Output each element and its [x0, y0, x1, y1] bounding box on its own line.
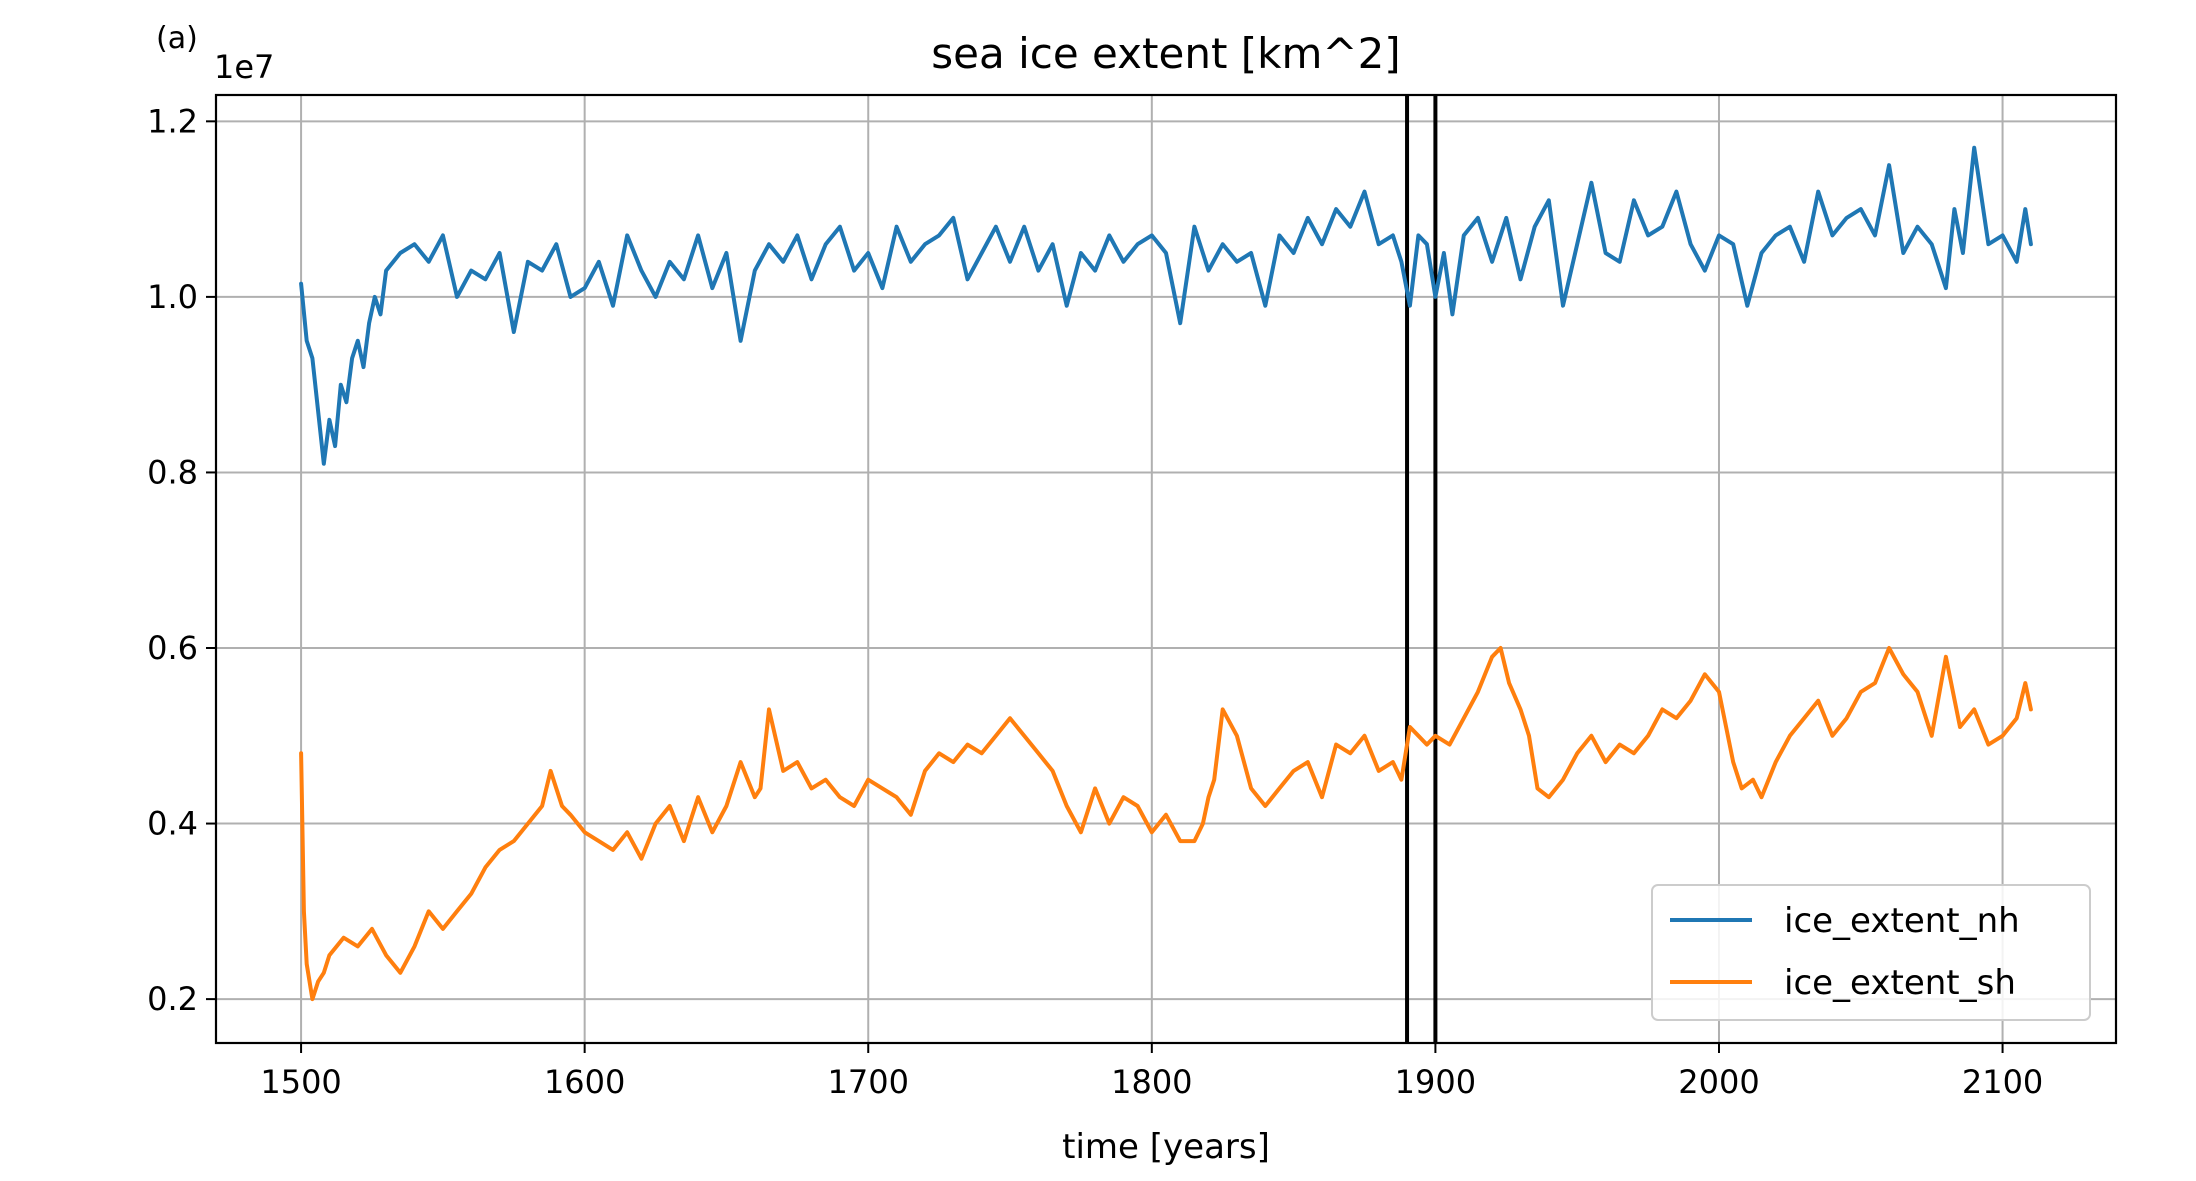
x-tick-label: 1900	[1395, 1063, 1476, 1101]
x-axis-label: time [years]	[1062, 1127, 1270, 1167]
x-tick-label: 2100	[1962, 1063, 2043, 1101]
series-line-ice_extent_sh	[299, 646, 2033, 1002]
series-layer	[299, 145, 2033, 1002]
legend-label-sh: ice_extent_sh	[1784, 963, 2016, 1003]
y-offset-label: 1e7	[214, 48, 274, 86]
x-tick-label: 2000	[1678, 1063, 1759, 1101]
y-tick-label: 1.2	[147, 102, 198, 140]
legend-label-nh: ice_extent_nh	[1784, 901, 2020, 941]
y-tick-label: 0.6	[147, 629, 198, 667]
x-tick-label: 1800	[1111, 1063, 1192, 1101]
y-tick-label: 0.4	[147, 805, 198, 843]
plot-frame	[214, 93, 2118, 1045]
y-tick-label: 0.2	[147, 980, 198, 1018]
x-tick-label: 1700	[828, 1063, 909, 1101]
legend: ice_extent_nh ice_extent_sh	[1651, 884, 2091, 1021]
series-line-ice_extent_nh	[299, 145, 2033, 466]
chart-title: sea ice extent [km^2]	[931, 29, 1400, 78]
y-tick-label: 0.8	[147, 453, 198, 491]
x-tick-label: 1500	[260, 1063, 341, 1101]
vertical-markers	[1405, 95, 1438, 1043]
panel-label: (a)	[156, 21, 198, 56]
y-tick-label: 1.0	[147, 278, 198, 316]
x-tick-label: 1600	[544, 1063, 625, 1101]
y-axis: 0.2 0.4 0.6 0.8 1.0 1.2	[147, 102, 216, 1018]
x-axis: 1500 1600 1700 1800 1900 2000 2100	[260, 1043, 2043, 1101]
legend-box	[1651, 884, 2091, 1021]
